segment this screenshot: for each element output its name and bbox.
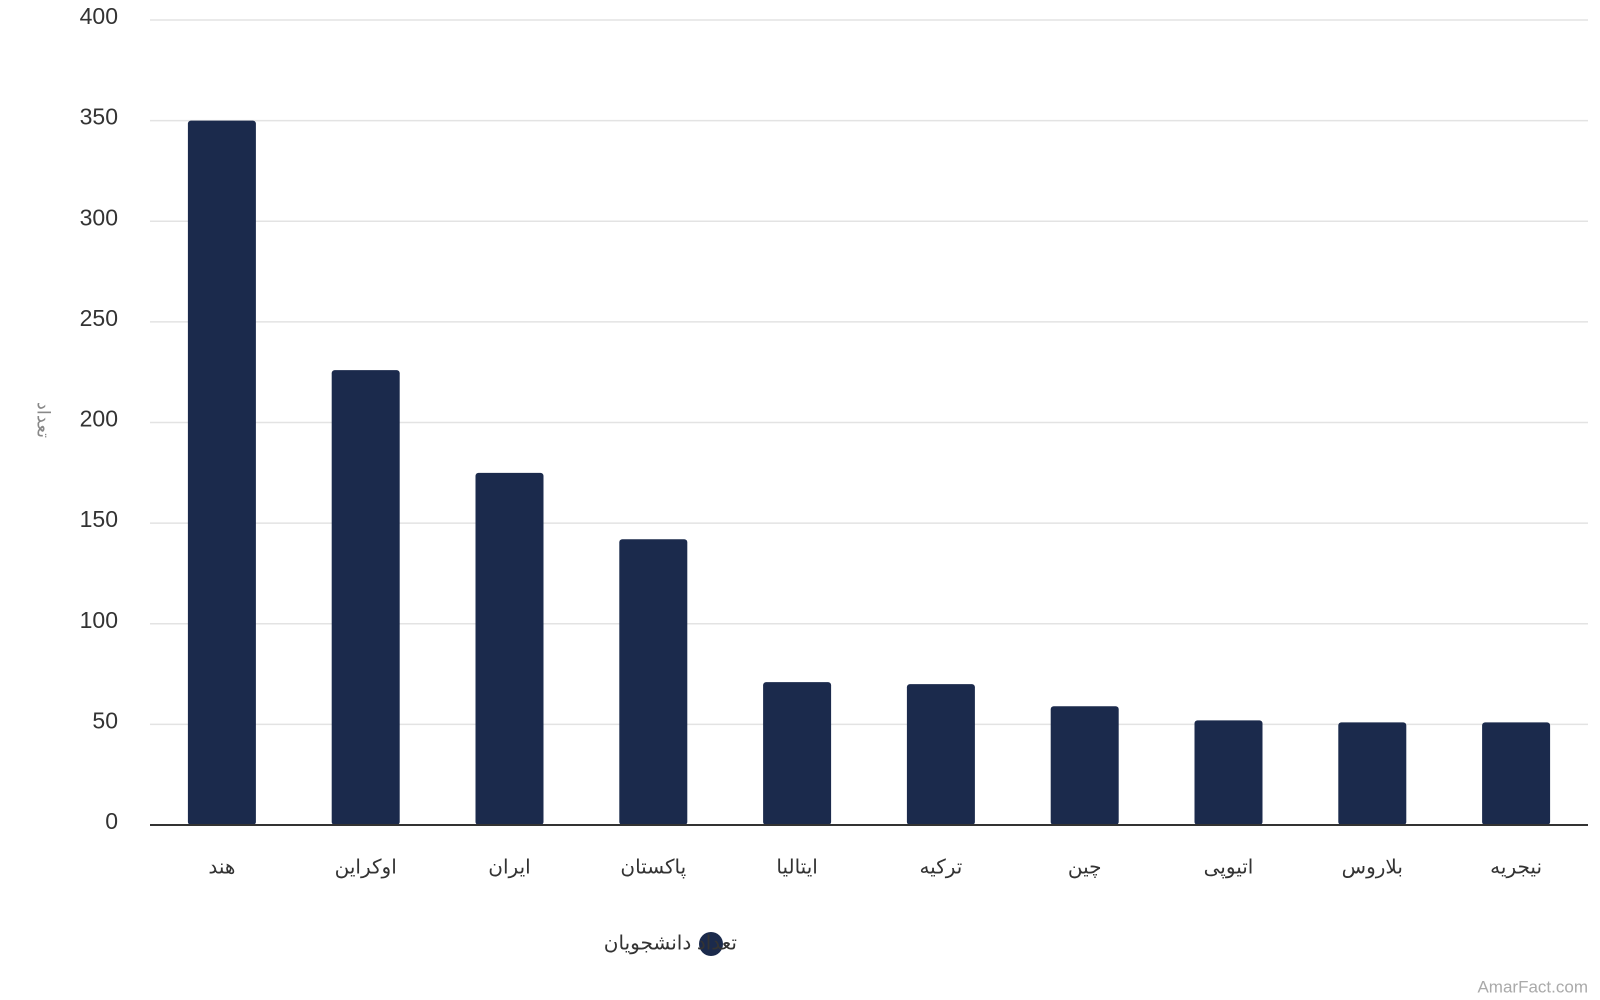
y-tick-label: 50 xyxy=(92,707,118,733)
y-tick-label: 400 xyxy=(80,3,118,29)
bar xyxy=(475,472,544,825)
y-tick-label: 100 xyxy=(80,607,118,633)
x-tick-label: ترکیه xyxy=(919,856,962,878)
y-tick-label: 300 xyxy=(80,204,118,230)
bar xyxy=(187,120,256,825)
watermark: AmarFact.com xyxy=(1477,977,1588,996)
y-tick-label: 350 xyxy=(80,104,118,130)
y-tick-label: 250 xyxy=(80,305,118,331)
x-tick-label: هند xyxy=(208,856,235,878)
bar xyxy=(331,370,400,825)
x-tick-label: اتیوپی xyxy=(1204,856,1254,879)
x-tick-label: نیجریه xyxy=(1490,856,1542,878)
y-tick-label: 150 xyxy=(80,506,118,532)
legend-marker xyxy=(699,932,723,956)
y-tick-label: 200 xyxy=(80,406,118,432)
x-tick-label: چین xyxy=(1068,856,1102,878)
bar xyxy=(1194,720,1263,825)
x-tick-label: ایتالیا xyxy=(776,856,817,878)
bar xyxy=(763,682,832,825)
legend-label: تعداد دانشجویان xyxy=(604,932,737,954)
bar xyxy=(906,684,975,825)
x-tick-label: پاکستان xyxy=(620,856,686,879)
x-tick-label: ایران xyxy=(488,856,530,878)
y-axis-label: تعداد xyxy=(33,402,53,438)
x-tick-label: بلاروس xyxy=(1342,856,1403,878)
bar xyxy=(619,539,688,825)
x-tick-label: اوکراین xyxy=(335,856,397,878)
bar xyxy=(1338,722,1407,825)
bar xyxy=(1482,722,1551,825)
y-tick-label: 0 xyxy=(105,808,118,834)
bar xyxy=(1050,706,1119,825)
